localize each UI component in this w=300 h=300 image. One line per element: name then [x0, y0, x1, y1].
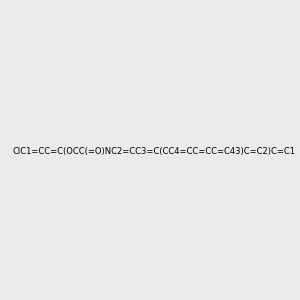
Text: ClC1=CC=C(OCC(=O)NC2=CC3=C(CC4=CC=CC=C43)C=C2)C=C1: ClC1=CC=C(OCC(=O)NC2=CC3=C(CC4=CC=CC=C43… [12, 147, 295, 156]
